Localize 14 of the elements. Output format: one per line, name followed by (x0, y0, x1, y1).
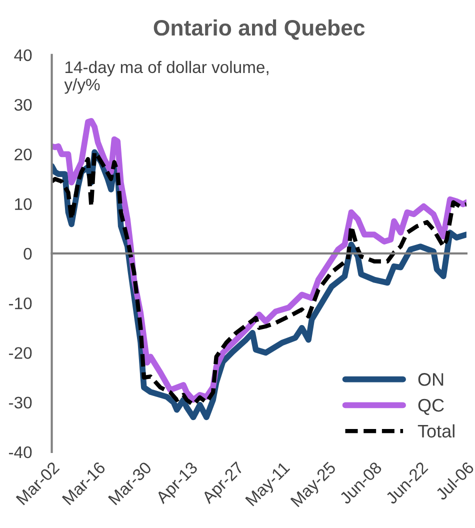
y-tick-label: 40 (14, 49, 32, 62)
y-tick-label: 0 (24, 248, 32, 260)
legend-label: QC (418, 398, 444, 415)
annotation: 14-day ma of dollar volume, y/y% (64, 60, 268, 94)
y-tick-label: -20 (8, 347, 32, 359)
y-tick-label: 20 (14, 148, 32, 160)
y-tick-label: -40 (8, 446, 32, 458)
chart-title: Ontario and Quebec (154, 19, 365, 40)
legend-label: Total (418, 424, 454, 438)
y-tick-label: 30 (14, 98, 32, 111)
y-tick-label: 10 (15, 198, 32, 210)
y-tick-label: -10 (8, 297, 32, 310)
y-tick-label: -30 (8, 396, 32, 409)
legend-label: ON (418, 373, 444, 386)
